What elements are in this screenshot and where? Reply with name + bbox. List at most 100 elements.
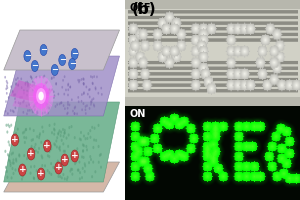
Circle shape: [86, 148, 88, 151]
Circle shape: [83, 91, 85, 94]
Circle shape: [4, 110, 6, 113]
Circle shape: [29, 127, 31, 130]
Circle shape: [22, 111, 24, 114]
Circle shape: [61, 86, 63, 89]
Circle shape: [78, 160, 80, 164]
Circle shape: [71, 173, 74, 176]
Circle shape: [6, 176, 8, 179]
Circle shape: [8, 140, 10, 144]
Circle shape: [83, 144, 85, 147]
Circle shape: [6, 130, 8, 134]
Circle shape: [39, 132, 41, 135]
Circle shape: [89, 96, 91, 98]
Text: +: +: [61, 156, 69, 164]
Circle shape: [30, 165, 32, 168]
Circle shape: [58, 172, 60, 175]
Circle shape: [60, 131, 62, 134]
Circle shape: [49, 124, 50, 127]
Circle shape: [37, 111, 38, 114]
Circle shape: [94, 86, 96, 89]
Circle shape: [31, 139, 33, 142]
Circle shape: [31, 145, 33, 148]
Circle shape: [77, 168, 80, 172]
Circle shape: [14, 101, 16, 104]
Circle shape: [40, 97, 42, 99]
Circle shape: [58, 93, 59, 95]
Circle shape: [40, 90, 41, 93]
Circle shape: [50, 173, 52, 176]
Circle shape: [33, 177, 35, 180]
Circle shape: [14, 106, 16, 109]
Circle shape: [58, 169, 60, 173]
Circle shape: [71, 48, 78, 60]
Circle shape: [13, 110, 15, 113]
Circle shape: [40, 141, 42, 144]
Circle shape: [57, 159, 59, 163]
Circle shape: [69, 58, 76, 70]
Circle shape: [44, 171, 45, 174]
Circle shape: [40, 44, 47, 56]
Circle shape: [9, 159, 11, 163]
Circle shape: [34, 104, 35, 107]
Circle shape: [84, 164, 86, 168]
Circle shape: [46, 103, 47, 106]
Circle shape: [74, 162, 76, 165]
Circle shape: [6, 80, 8, 83]
Circle shape: [51, 77, 53, 79]
Circle shape: [8, 143, 11, 147]
Circle shape: [62, 79, 64, 82]
Circle shape: [51, 77, 52, 80]
Circle shape: [47, 106, 49, 109]
Circle shape: [35, 102, 37, 105]
Circle shape: [61, 176, 63, 180]
Text: ON: ON: [130, 109, 146, 119]
Circle shape: [61, 154, 68, 166]
Circle shape: [78, 81, 80, 83]
Circle shape: [67, 101, 69, 104]
Circle shape: [22, 131, 24, 135]
Circle shape: [33, 129, 35, 132]
Text: OFF: OFF: [130, 3, 151, 13]
Circle shape: [34, 146, 36, 149]
Circle shape: [70, 125, 73, 128]
Text: +: +: [55, 164, 62, 172]
Circle shape: [92, 161, 94, 164]
Circle shape: [37, 171, 39, 174]
Text: −: −: [71, 49, 78, 58]
Circle shape: [22, 175, 24, 178]
Circle shape: [55, 162, 62, 174]
Circle shape: [53, 90, 55, 93]
Circle shape: [23, 154, 25, 157]
Circle shape: [37, 151, 39, 154]
Circle shape: [59, 54, 66, 66]
Circle shape: [42, 173, 44, 176]
Circle shape: [61, 139, 63, 142]
Polygon shape: [10, 80, 52, 104]
Circle shape: [99, 154, 101, 157]
Circle shape: [44, 148, 46, 152]
Circle shape: [57, 170, 59, 174]
Circle shape: [23, 89, 25, 92]
Circle shape: [51, 64, 58, 76]
Circle shape: [92, 76, 93, 79]
Text: −: −: [24, 51, 31, 60]
Circle shape: [42, 112, 43, 115]
Circle shape: [87, 93, 89, 96]
Polygon shape: [4, 102, 119, 182]
Circle shape: [34, 108, 36, 111]
Text: −: −: [51, 66, 58, 74]
Circle shape: [19, 164, 26, 176]
Circle shape: [28, 76, 53, 116]
Circle shape: [50, 162, 52, 165]
Circle shape: [86, 137, 88, 140]
Circle shape: [18, 139, 20, 142]
Circle shape: [41, 164, 43, 167]
Circle shape: [60, 134, 61, 137]
Circle shape: [48, 171, 50, 174]
Circle shape: [38, 176, 40, 179]
Circle shape: [17, 77, 19, 80]
Circle shape: [79, 137, 81, 141]
Circle shape: [77, 169, 79, 172]
Circle shape: [14, 93, 16, 96]
Circle shape: [67, 111, 69, 114]
